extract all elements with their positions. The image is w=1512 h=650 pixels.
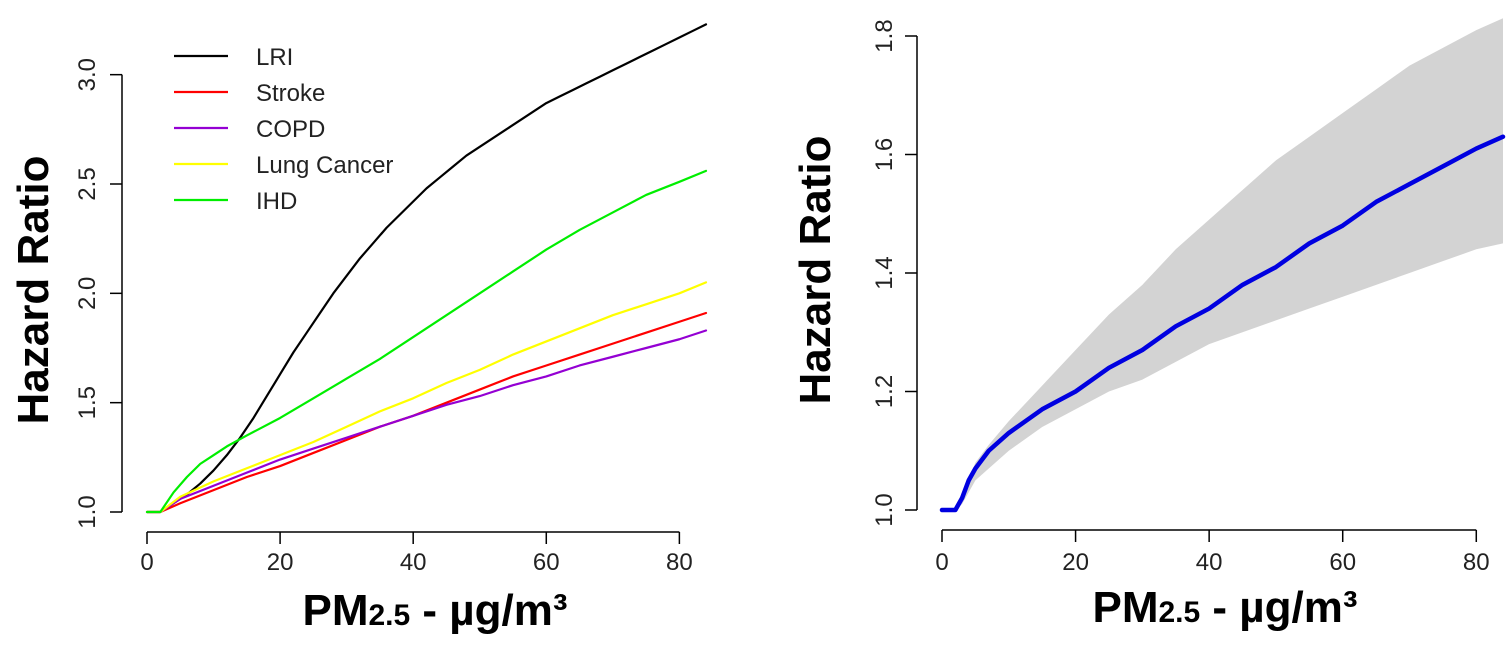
y-axis-title: Hazard Ratio	[791, 136, 840, 405]
x-tick-label: 40	[400, 549, 427, 576]
legend-label-stroke: Stroke	[256, 80, 325, 107]
x-tick-label: 20	[1062, 549, 1089, 576]
y-axis-title: Hazard Ratio	[9, 156, 58, 425]
hazard-ratio-line	[939, 134, 1506, 513]
x-tick-label: 60	[1329, 549, 1356, 576]
legend: LRI Stroke COPD Lung Cancer IHD	[174, 44, 393, 215]
x-tick-label: 0	[935, 549, 948, 576]
x-tick-label: 20	[267, 549, 294, 576]
legend-label-ihd: IHD	[256, 188, 297, 215]
y-tick-label: 3.0	[74, 58, 101, 91]
y-tick-label: 2.5	[74, 167, 101, 200]
series-line-lung-cancer	[145, 281, 708, 514]
confidence-band	[942, 18, 1503, 510]
x-tick-label: 60	[533, 549, 560, 576]
legend-label-copd: COPD	[256, 116, 325, 143]
y-tick-label: 2.0	[74, 277, 101, 310]
x-tick-label: 40	[1196, 549, 1223, 576]
x-tick-label: 80	[1463, 549, 1490, 576]
y-tick-label: 1.6	[871, 138, 898, 171]
x-axis-title-subscript: 2.5	[1158, 596, 1200, 629]
x-axis-title-unit: - µg/m³	[410, 586, 567, 635]
y-tick-label: 1.0	[74, 495, 101, 528]
series-line-copd	[145, 329, 708, 514]
y-tick-label: 1.2	[871, 375, 898, 408]
x-axis-title-main: PM	[1092, 583, 1158, 632]
legend-label-lri: LRI	[256, 44, 293, 71]
series-line-lri	[145, 23, 708, 514]
x-axis-title: PM2.5 - µg/m³	[1092, 583, 1357, 632]
x-axis-title-main: PM	[302, 586, 368, 635]
x-tick-label: 0	[140, 549, 153, 576]
y-tick-label: 1.4	[871, 256, 898, 289]
x-axis-title: PM2.5 - µg/m³	[302, 586, 567, 635]
right-panel-confidence-band: 0 20 40 60 80 1.0 1.2 1.4 1.6 1.8 Hazard Ratio PM2.…	[791, 18, 1506, 632]
legend-label-lung-cancer: Lung Cancer	[256, 152, 393, 179]
series-line-ihd	[145, 169, 708, 514]
y-tick-label: 1.8	[871, 19, 898, 52]
x-axis-title-unit: - µg/m³	[1200, 583, 1357, 632]
y-tick-label: 1.5	[74, 386, 101, 419]
y-tick-label: 1.0	[871, 493, 898, 526]
x-axis-title-subscript: 2.5	[368, 599, 410, 632]
x-tick-label: 80	[666, 549, 693, 576]
